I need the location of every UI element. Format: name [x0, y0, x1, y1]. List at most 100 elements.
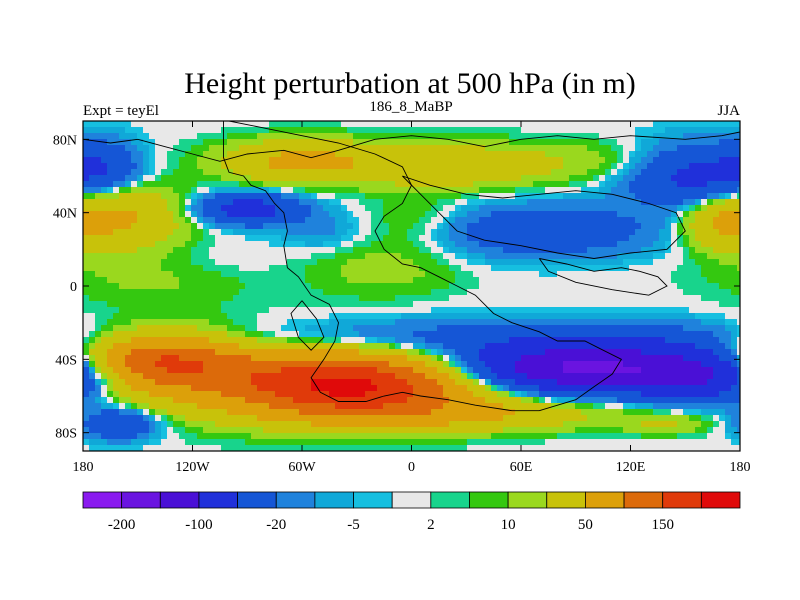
field-cell [623, 319, 630, 326]
field-cell [581, 367, 588, 374]
field-cell [425, 367, 432, 374]
field-cell [395, 121, 402, 128]
field-cell [185, 289, 192, 296]
field-cell [383, 151, 390, 158]
field-cell [605, 307, 612, 314]
field-cell [263, 217, 270, 224]
field-cell [473, 367, 480, 374]
field-cell [95, 163, 102, 170]
field-cell [299, 349, 306, 356]
field-cell [305, 211, 312, 218]
field-cell [689, 175, 696, 182]
field-cell [581, 313, 588, 320]
field-cell [263, 247, 270, 254]
field-cell [419, 319, 426, 326]
field-cell [425, 385, 432, 392]
field-cell [677, 319, 684, 326]
field-cell [263, 205, 270, 212]
field-cell [659, 331, 666, 338]
field-cell [467, 253, 474, 260]
field-cell [383, 127, 390, 134]
field-cell [611, 349, 618, 356]
field-cell [467, 343, 474, 350]
field-cell [119, 289, 126, 296]
field-cell [437, 373, 444, 380]
field-cell [209, 271, 216, 278]
field-cell [731, 367, 738, 374]
field-cell [323, 385, 330, 392]
field-cell [317, 163, 324, 170]
field-cell [311, 277, 318, 284]
field-cell [677, 361, 684, 368]
field-cell [647, 259, 654, 266]
field-cell [233, 253, 240, 260]
field-cell [419, 385, 426, 392]
field-cell [509, 373, 516, 380]
field-cell [311, 139, 318, 146]
field-cell [155, 385, 162, 392]
field-cell [665, 301, 672, 308]
field-cell [323, 283, 330, 290]
field-cell [503, 127, 510, 134]
field-cell [179, 325, 186, 332]
field-cell [251, 271, 258, 278]
field-cell [347, 205, 354, 212]
field-cell [545, 277, 552, 284]
field-cell [725, 139, 732, 146]
field-cell [221, 373, 228, 380]
field-cell [647, 241, 654, 248]
field-cell [707, 169, 714, 176]
field-cell [515, 301, 522, 308]
field-cell [353, 259, 360, 266]
field-cell [671, 319, 678, 326]
field-cell [257, 325, 264, 332]
field-cell [659, 235, 666, 242]
field-cell [167, 367, 174, 374]
field-cell [317, 379, 324, 386]
field-cell [401, 385, 408, 392]
field-cell [575, 127, 582, 134]
field-cell [293, 121, 300, 128]
field-cell [653, 217, 660, 224]
field-cell [479, 217, 486, 224]
field-cell [611, 157, 618, 164]
field-cell [317, 199, 324, 206]
field-cell [119, 121, 126, 128]
field-cell [221, 211, 228, 218]
field-cell [149, 169, 156, 176]
field-cell [107, 325, 114, 332]
field-cell [467, 121, 474, 128]
field-cell [143, 121, 150, 128]
field-cell [713, 229, 720, 236]
field-cell [365, 169, 372, 176]
field-cell [221, 193, 228, 200]
field-cell [143, 241, 150, 248]
field-cell [389, 235, 396, 242]
field-cell [719, 241, 726, 248]
field-cell [383, 355, 390, 362]
field-cell [281, 301, 288, 308]
field-cell [539, 169, 546, 176]
field-cell [437, 163, 444, 170]
field-cell [233, 337, 240, 344]
field-cell [179, 217, 186, 224]
field-cell [83, 187, 90, 194]
field-cell [197, 373, 204, 380]
field-cell [215, 193, 222, 200]
field-cell [359, 277, 366, 284]
field-cell [203, 121, 210, 128]
field-cell [521, 223, 528, 230]
field-cell [311, 151, 318, 158]
field-cell [161, 301, 168, 308]
field-cell [365, 199, 372, 206]
field-cell [365, 283, 372, 290]
field-cell [389, 169, 396, 176]
field-cell [119, 325, 126, 332]
field-cell [695, 211, 702, 218]
field-cell [653, 193, 660, 200]
field-cell [155, 349, 162, 356]
field-cell [689, 265, 696, 272]
field-cell [515, 259, 522, 266]
field-cell [737, 265, 740, 272]
field-cell [341, 367, 348, 374]
